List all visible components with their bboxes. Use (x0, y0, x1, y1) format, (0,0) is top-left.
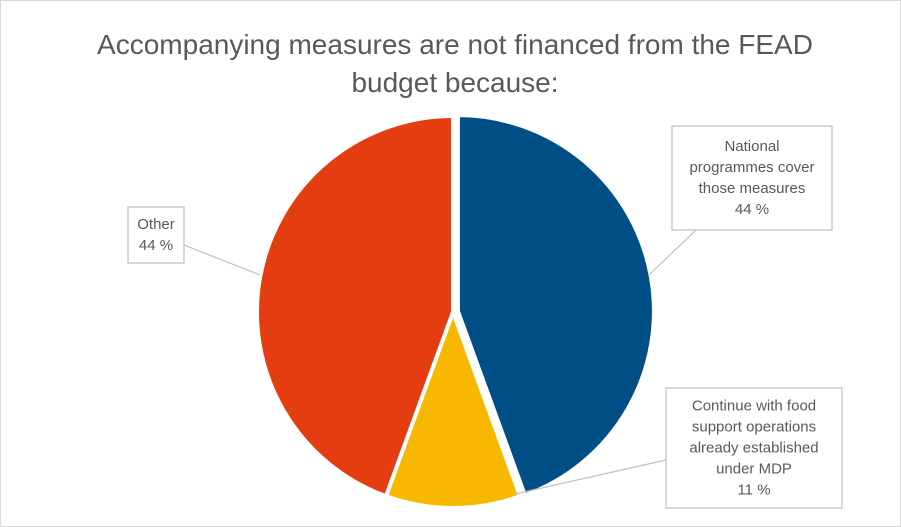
pie-slice-2 (383, 310, 523, 510)
chart-title-line-2: budget because: (351, 67, 559, 98)
slice-1-label-line: those measures (699, 180, 806, 197)
leader-lines (183, 229, 697, 495)
slice-2-percent-label: 11 % (737, 482, 770, 499)
pie-slice-3 (255, 114, 455, 499)
slice-2-label-line: under MDP (716, 461, 792, 478)
callout-box-2 (665, 387, 843, 509)
leader-line-3 (183, 244, 261, 276)
callout-box-1 (671, 125, 833, 231)
pie-slice-1 (455, 113, 656, 498)
leader-line-1 (648, 229, 697, 276)
leader-line-2 (514, 459, 667, 495)
pie-slices (255, 113, 656, 510)
slice-2-label-line: Continue with food (692, 398, 816, 415)
slice-2-label-line: support operations (692, 419, 816, 436)
callout-box-3 (127, 206, 185, 264)
slice-1-percent-label: 44 % (735, 201, 769, 218)
slice-3-label-line: Other (137, 216, 175, 233)
slice-3-percent-label: 44 % (139, 237, 173, 254)
slice-1-label-line: National (724, 138, 779, 155)
chart-title: Accompanying measures are not financed f… (60, 26, 850, 102)
chart-title-line-1: Accompanying measures are not financed f… (97, 29, 813, 60)
slice-1-label-line: programmes cover (689, 159, 814, 176)
callouts: National programmes cover those measures 44… (127, 125, 843, 509)
slice-2-label-line: already established (689, 440, 818, 457)
